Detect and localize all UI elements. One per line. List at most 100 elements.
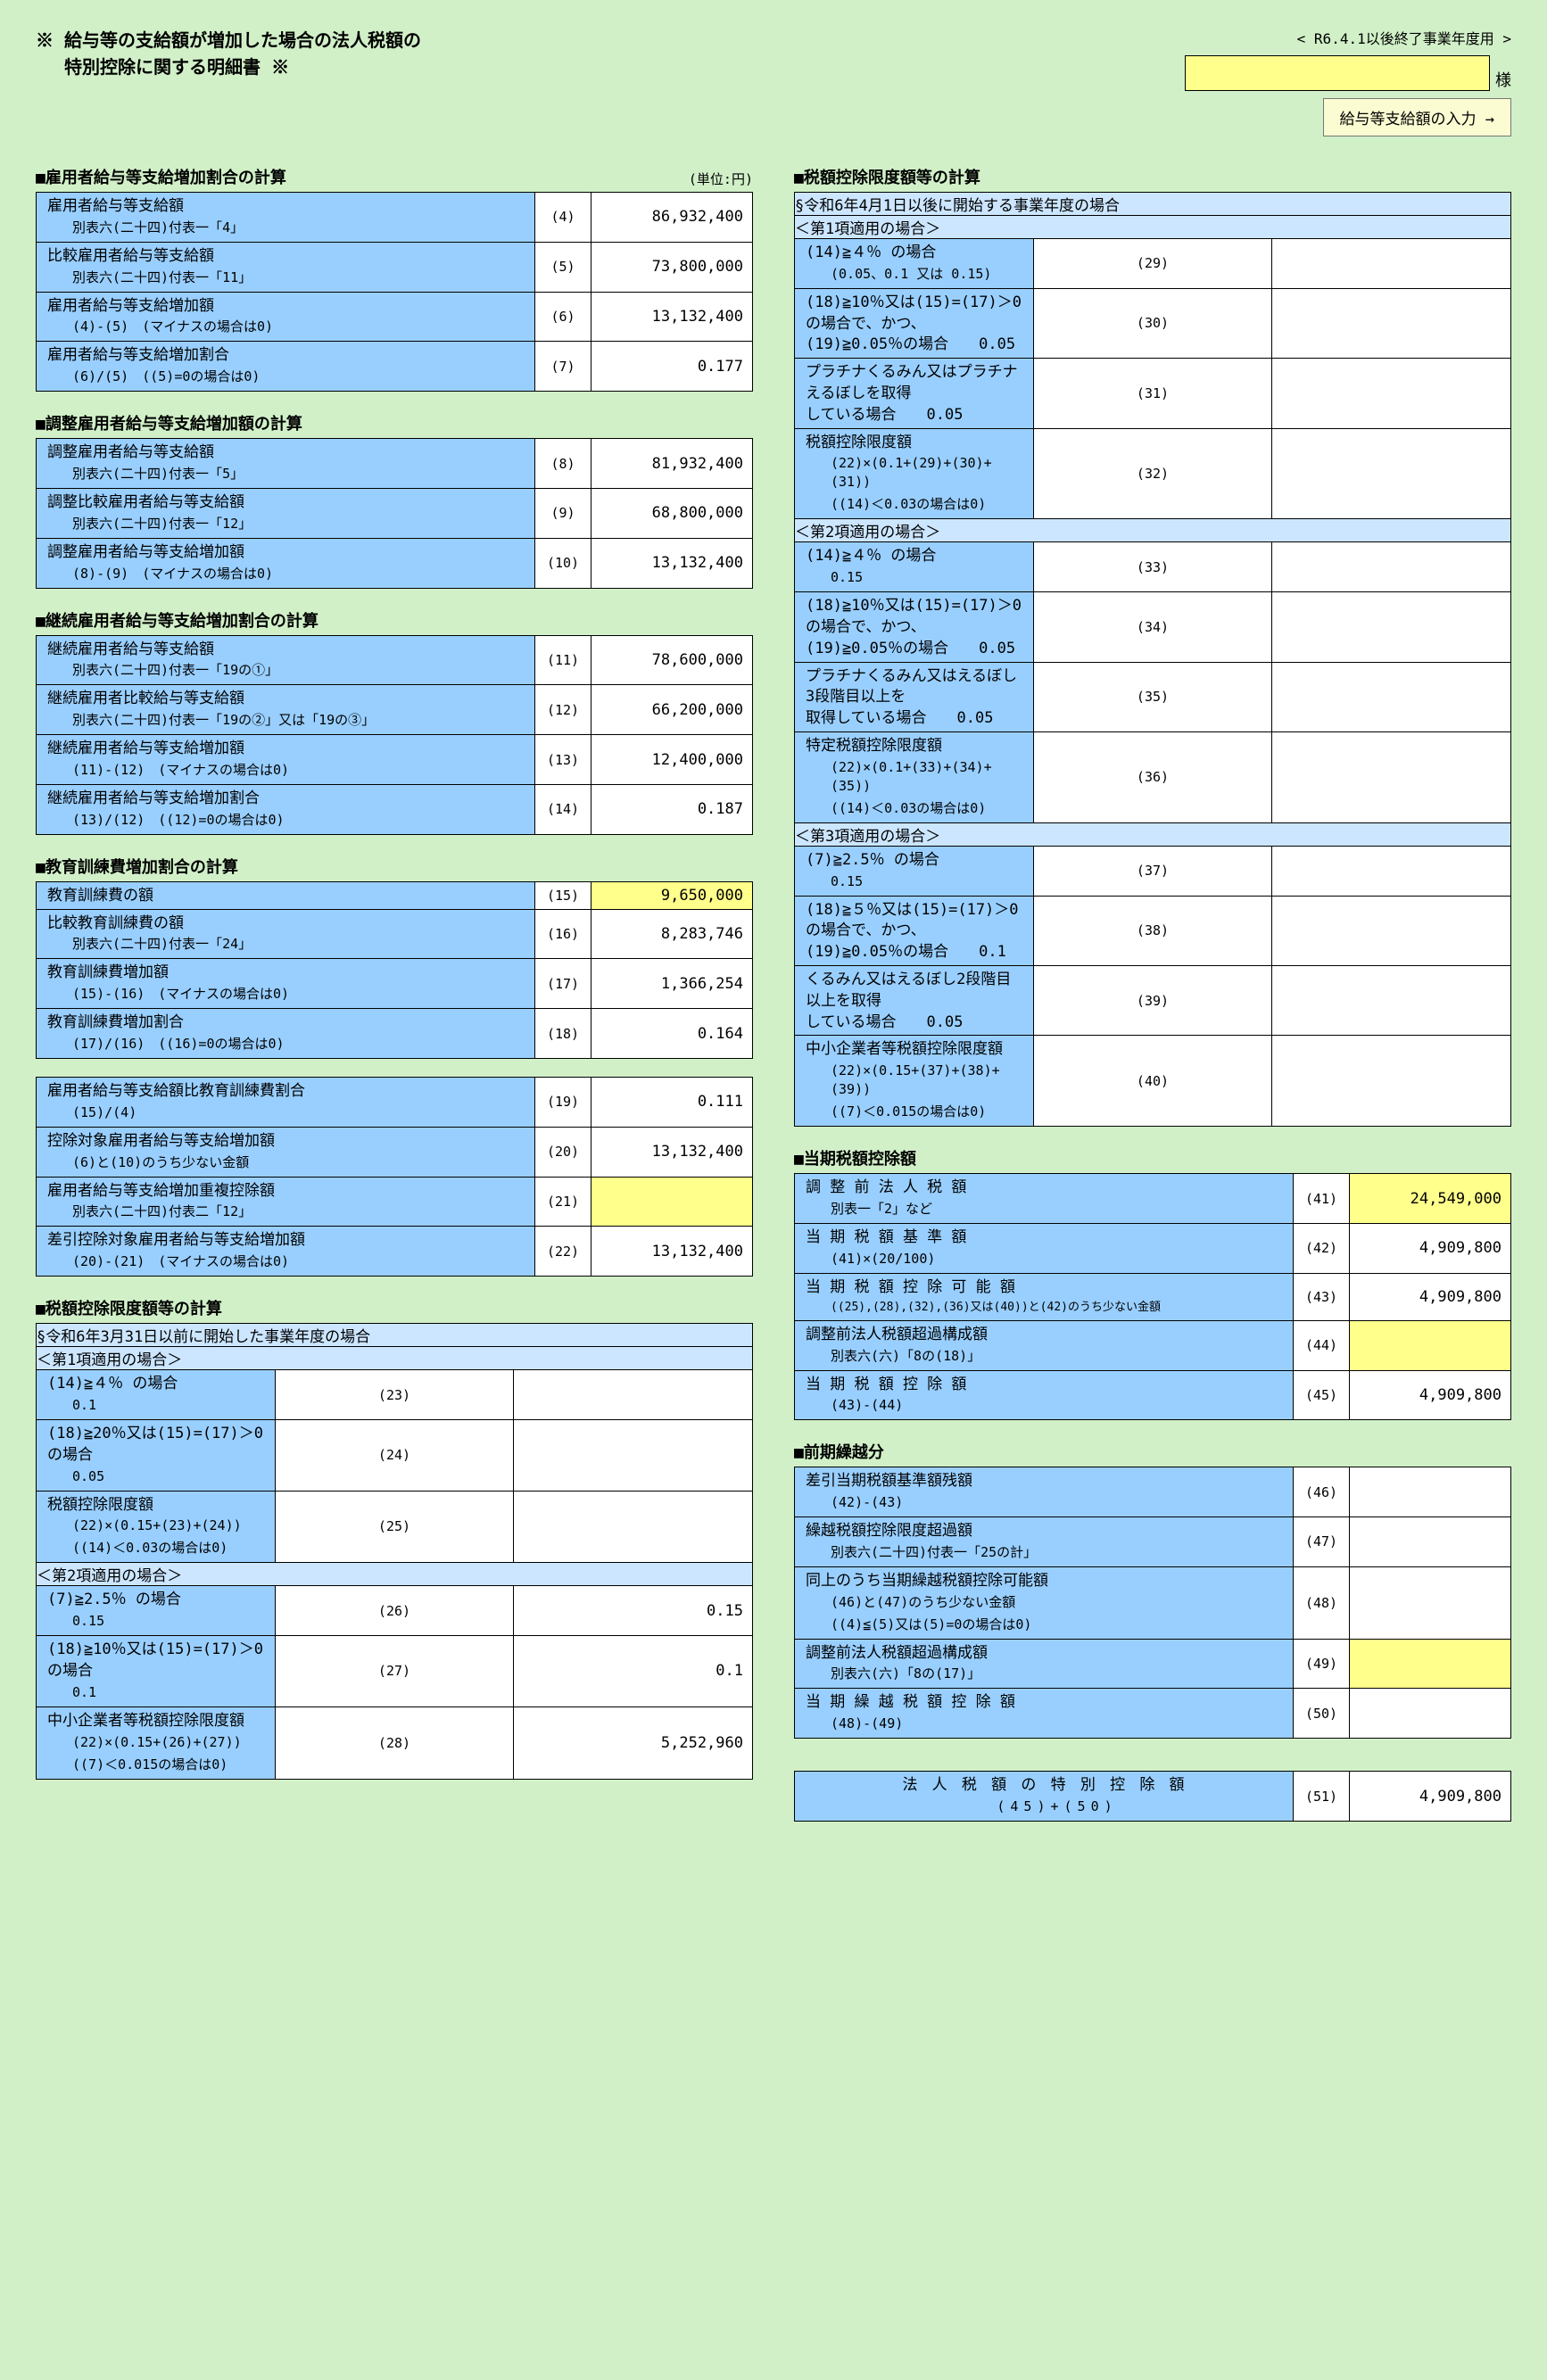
company-name-input[interactable] xyxy=(1185,55,1490,91)
row-val xyxy=(1272,965,1511,1035)
row-val: 66,200,000 xyxy=(592,685,753,735)
row-val: 86,932,400 xyxy=(592,193,753,243)
row-desc: プラチナくるみん又はプラチナえるぼしを取得している場合 0.05 xyxy=(795,359,1034,428)
row-desc: くるみん又はえるぼし2段階目以上を取得している場合 0.05 xyxy=(795,965,1034,1035)
row-num: (25) xyxy=(275,1491,514,1563)
row-val xyxy=(1272,239,1511,289)
row-desc: (14)≧４％ の場合0.1 xyxy=(37,1370,276,1420)
row-num: (22) xyxy=(535,1227,592,1277)
row-desc: 調整雇用者給与等支給額別表六(二十四)付表一「5」 xyxy=(37,439,535,489)
row-num: (12) xyxy=(535,685,592,735)
row-desc: 控除対象雇用者給与等支給増加額(6)と(10)のうち少ない金額 xyxy=(37,1127,535,1177)
row-desc: 当 期 税 額 基 準 額(41)×(20/100) xyxy=(795,1223,1294,1273)
row-val: 4,909,800 xyxy=(1350,1273,1511,1320)
row-num: (27) xyxy=(275,1636,514,1707)
row-val[interactable] xyxy=(1350,1639,1511,1689)
row-val[interactable] xyxy=(592,1177,753,1227)
row-desc: (18)≧10％又は(15)=(17)＞0の場合で、かつ、(19)≧0.05％の… xyxy=(795,288,1034,358)
page-title: ※ 給与等の支給額が増加した場合の法人税額の 特別控除に関する明細書 ※ xyxy=(36,27,421,80)
section-c-table: 継続雇用者給与等支給額別表六(二十四)付表一「19の①」 (11) 78,600… xyxy=(36,635,753,835)
row-num: (19) xyxy=(535,1077,592,1127)
row-num: (14) xyxy=(535,784,592,834)
row-val: 0.111 xyxy=(592,1077,753,1127)
row-num: (49) xyxy=(1294,1639,1350,1689)
row-val xyxy=(514,1491,753,1563)
row-num: (44) xyxy=(1294,1320,1350,1370)
final-val: 4,909,800 xyxy=(1350,1772,1511,1822)
row-num: (13) xyxy=(535,735,592,785)
row-desc: 教育訓練費の額 xyxy=(37,881,535,909)
row-num: (18) xyxy=(535,1009,592,1059)
right-column: ■税額控除限度額等の計算 §令和6年4月1日以後に開始する事業年度の場合＜第1項… xyxy=(794,145,1511,1822)
row-desc: 中小企業者等税額控除限度額(22)×(0.15+(37)+(38)+(39))(… xyxy=(795,1036,1034,1127)
row-val: 78,600,000 xyxy=(592,635,753,685)
row-desc: 当 期 税 額 控 除 額(43)-(44) xyxy=(795,1370,1294,1420)
row-val[interactable] xyxy=(1350,1320,1511,1370)
row-num: (11) xyxy=(535,635,592,685)
final-desc: 法 人 税 額 の 特 別 控 除 額 (45)+(50) xyxy=(795,1772,1294,1822)
row-num: (31) xyxy=(1033,359,1272,428)
section-header: §令和6年3月31日以前に開始した事業年度の場合 xyxy=(37,1324,753,1347)
row-val xyxy=(514,1370,753,1420)
row-desc: 継続雇用者給与等支給額別表六(二十四)付表一「19の①」 xyxy=(37,635,535,685)
row-val xyxy=(1272,428,1511,519)
row-desc: 調整前法人税額超過構成額別表六(六)「8の(18)」 xyxy=(795,1320,1294,1370)
row-desc: 同上のうち当期繰越税額控除可能額(46)と(47)のうち少ない金額((4)≦(5… xyxy=(795,1566,1294,1639)
row-val xyxy=(1272,359,1511,428)
row-val: 12,400,000 xyxy=(592,735,753,785)
row-val xyxy=(1350,1517,1511,1567)
row-num: (38) xyxy=(1033,896,1272,965)
row-num: (23) xyxy=(275,1370,514,1420)
row-val[interactable]: 24,549,000 xyxy=(1350,1174,1511,1224)
row-num: (40) xyxy=(1033,1036,1272,1127)
section-d-title: ■教育訓練費増加割合の計算 xyxy=(36,855,753,878)
row-val: 81,932,400 xyxy=(592,439,753,489)
row-val xyxy=(1350,1467,1511,1517)
row-val xyxy=(1350,1566,1511,1639)
row-val: 4,909,800 xyxy=(1350,1223,1511,1273)
section-g-table: §令和6年4月1日以後に開始する事業年度の場合＜第1項適用の場合＞ (14)≧４… xyxy=(794,192,1511,1127)
section-subheader: ＜第3項適用の場合＞ xyxy=(795,822,1511,846)
row-num: (7) xyxy=(535,342,592,392)
row-num: (30) xyxy=(1033,288,1272,358)
section-a-title: ■雇用者給与等支給増加割合の計算(単位:円) xyxy=(36,165,753,188)
row-val: 4,909,800 xyxy=(1350,1370,1511,1420)
row-num: (37) xyxy=(1033,846,1272,896)
row-num: (36) xyxy=(1033,731,1272,822)
row-desc: 税額控除限度額(22)×(0.15+(23)+(24))((14)＜0.03の場… xyxy=(37,1491,276,1563)
left-column: ■雇用者給与等支給増加割合の計算(単位:円) 雇用者給与等支給額別表六(二十四)… xyxy=(36,145,753,1822)
row-num: (32) xyxy=(1033,428,1272,519)
row-desc: 雇用者給与等支給額比教育訓練費割合(15)/(4) xyxy=(37,1077,535,1127)
row-desc: 調 整 前 法 人 税 額別表一「2」など xyxy=(795,1174,1294,1224)
final-num: (51) xyxy=(1294,1772,1350,1822)
row-val xyxy=(1272,731,1511,822)
row-num: (28) xyxy=(275,1706,514,1779)
row-desc: 雇用者給与等支給増加割合(6)/(5) ((5)=0の場合は0) xyxy=(37,342,535,392)
row-val[interactable]: 9,650,000 xyxy=(592,881,753,909)
row-num: (43) xyxy=(1294,1273,1350,1320)
row-val: 73,800,000 xyxy=(592,242,753,292)
section-subheader: ＜第1項適用の場合＞ xyxy=(37,1347,753,1370)
row-desc: 教育訓練費増加額(15)-(16) (マイナスの場合は0) xyxy=(37,959,535,1009)
row-val: 13,132,400 xyxy=(592,1127,753,1177)
row-num: (9) xyxy=(535,488,592,538)
row-desc: 調整前法人税額超過構成額別表六(六)「8の(17)」 xyxy=(795,1639,1294,1689)
row-val: 0.15 xyxy=(514,1586,753,1636)
section-b-title: ■調整雇用者給与等支給増加額の計算 xyxy=(36,411,753,434)
row-num: (4) xyxy=(535,193,592,243)
row-val xyxy=(1272,542,1511,592)
row-num: (34) xyxy=(1033,592,1272,662)
section-g-title: ■税額控除限度額等の計算 xyxy=(794,165,1511,188)
row-val: 13,132,400 xyxy=(592,292,753,342)
row-desc: (18)≧10％又は(15)=(17)＞0の場合で、かつ、(19)≧0.05％の… xyxy=(795,592,1034,662)
row-num: (35) xyxy=(1033,662,1272,731)
row-num: (41) xyxy=(1294,1174,1350,1224)
row-desc: 差引控除対象雇用者給与等支給増加額(20)-(21) (マイナスの場合は0) xyxy=(37,1227,535,1277)
section-i-table: 差引当期税額基準額残額(42)-(43) (46) 繰越税額控除限度超過額別表六… xyxy=(794,1467,1511,1739)
salary-input-button[interactable]: 給与等支給額の入力 → xyxy=(1323,98,1511,136)
row-val: 0.177 xyxy=(592,342,753,392)
row-desc: 継続雇用者比較給与等支給額別表六(二十四)付表一「19の②」又は「19の③」 xyxy=(37,685,535,735)
row-val xyxy=(1272,288,1511,358)
row-desc: (18)≧20％又は(15)=(17)＞0の場合0.05 xyxy=(37,1419,276,1491)
row-val xyxy=(1272,1036,1511,1127)
